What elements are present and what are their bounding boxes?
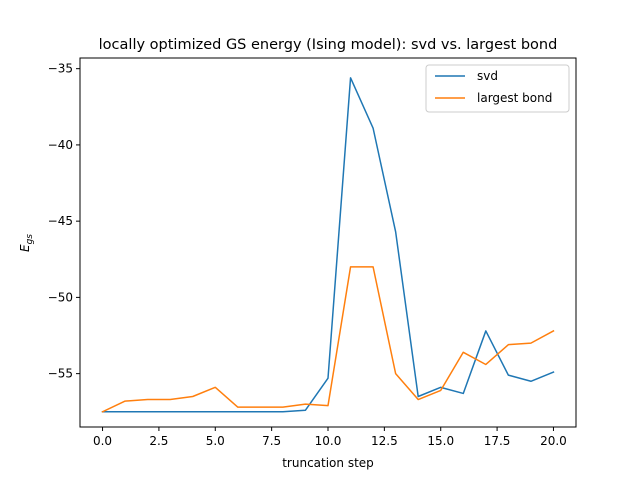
x-tick-label: 2.5 — [149, 434, 168, 448]
y-tick-label: −45 — [48, 214, 73, 228]
y-tick-label: −35 — [48, 62, 73, 76]
series-line-svd — [101, 77, 555, 413]
x-tick-label: 12.5 — [371, 434, 398, 448]
x-tick-label: 7.5 — [262, 434, 281, 448]
plot-lines — [101, 77, 555, 413]
legend-label-largest-bond: largest bond — [477, 91, 552, 105]
x-tick-label: 0.0 — [93, 434, 112, 448]
y-tick-label: −50 — [48, 290, 73, 304]
y-tick-label: −40 — [48, 138, 73, 152]
legend-label-svd: svd — [477, 69, 498, 83]
legend: svd largest bond — [425, 64, 570, 113]
x-tick-label: 5.0 — [206, 434, 225, 448]
y-axis-label-main: E — [18, 244, 32, 252]
series-line-largest-bond — [101, 266, 555, 413]
x-tick-label: 15.0 — [427, 434, 454, 448]
y-axis: −55 −50 −45 −40 −35 — [48, 62, 80, 381]
chart-title: locally optimized GS energy (Ising model… — [99, 37, 558, 53]
y-axis-label: Egs — [18, 234, 35, 252]
x-tick-label: 10.0 — [315, 434, 342, 448]
x-tick-label: 17.5 — [484, 434, 511, 448]
y-tick-label: −55 — [48, 367, 73, 381]
x-axis-label: truncation step — [282, 456, 374, 470]
x-axis: 0.0 2.5 5.0 7.5 10.0 12.5 15.0 17.5 20.0 — [93, 427, 567, 448]
x-tick-label: 20.0 — [540, 434, 567, 448]
y-axis-label-subscript: gs — [25, 234, 35, 245]
